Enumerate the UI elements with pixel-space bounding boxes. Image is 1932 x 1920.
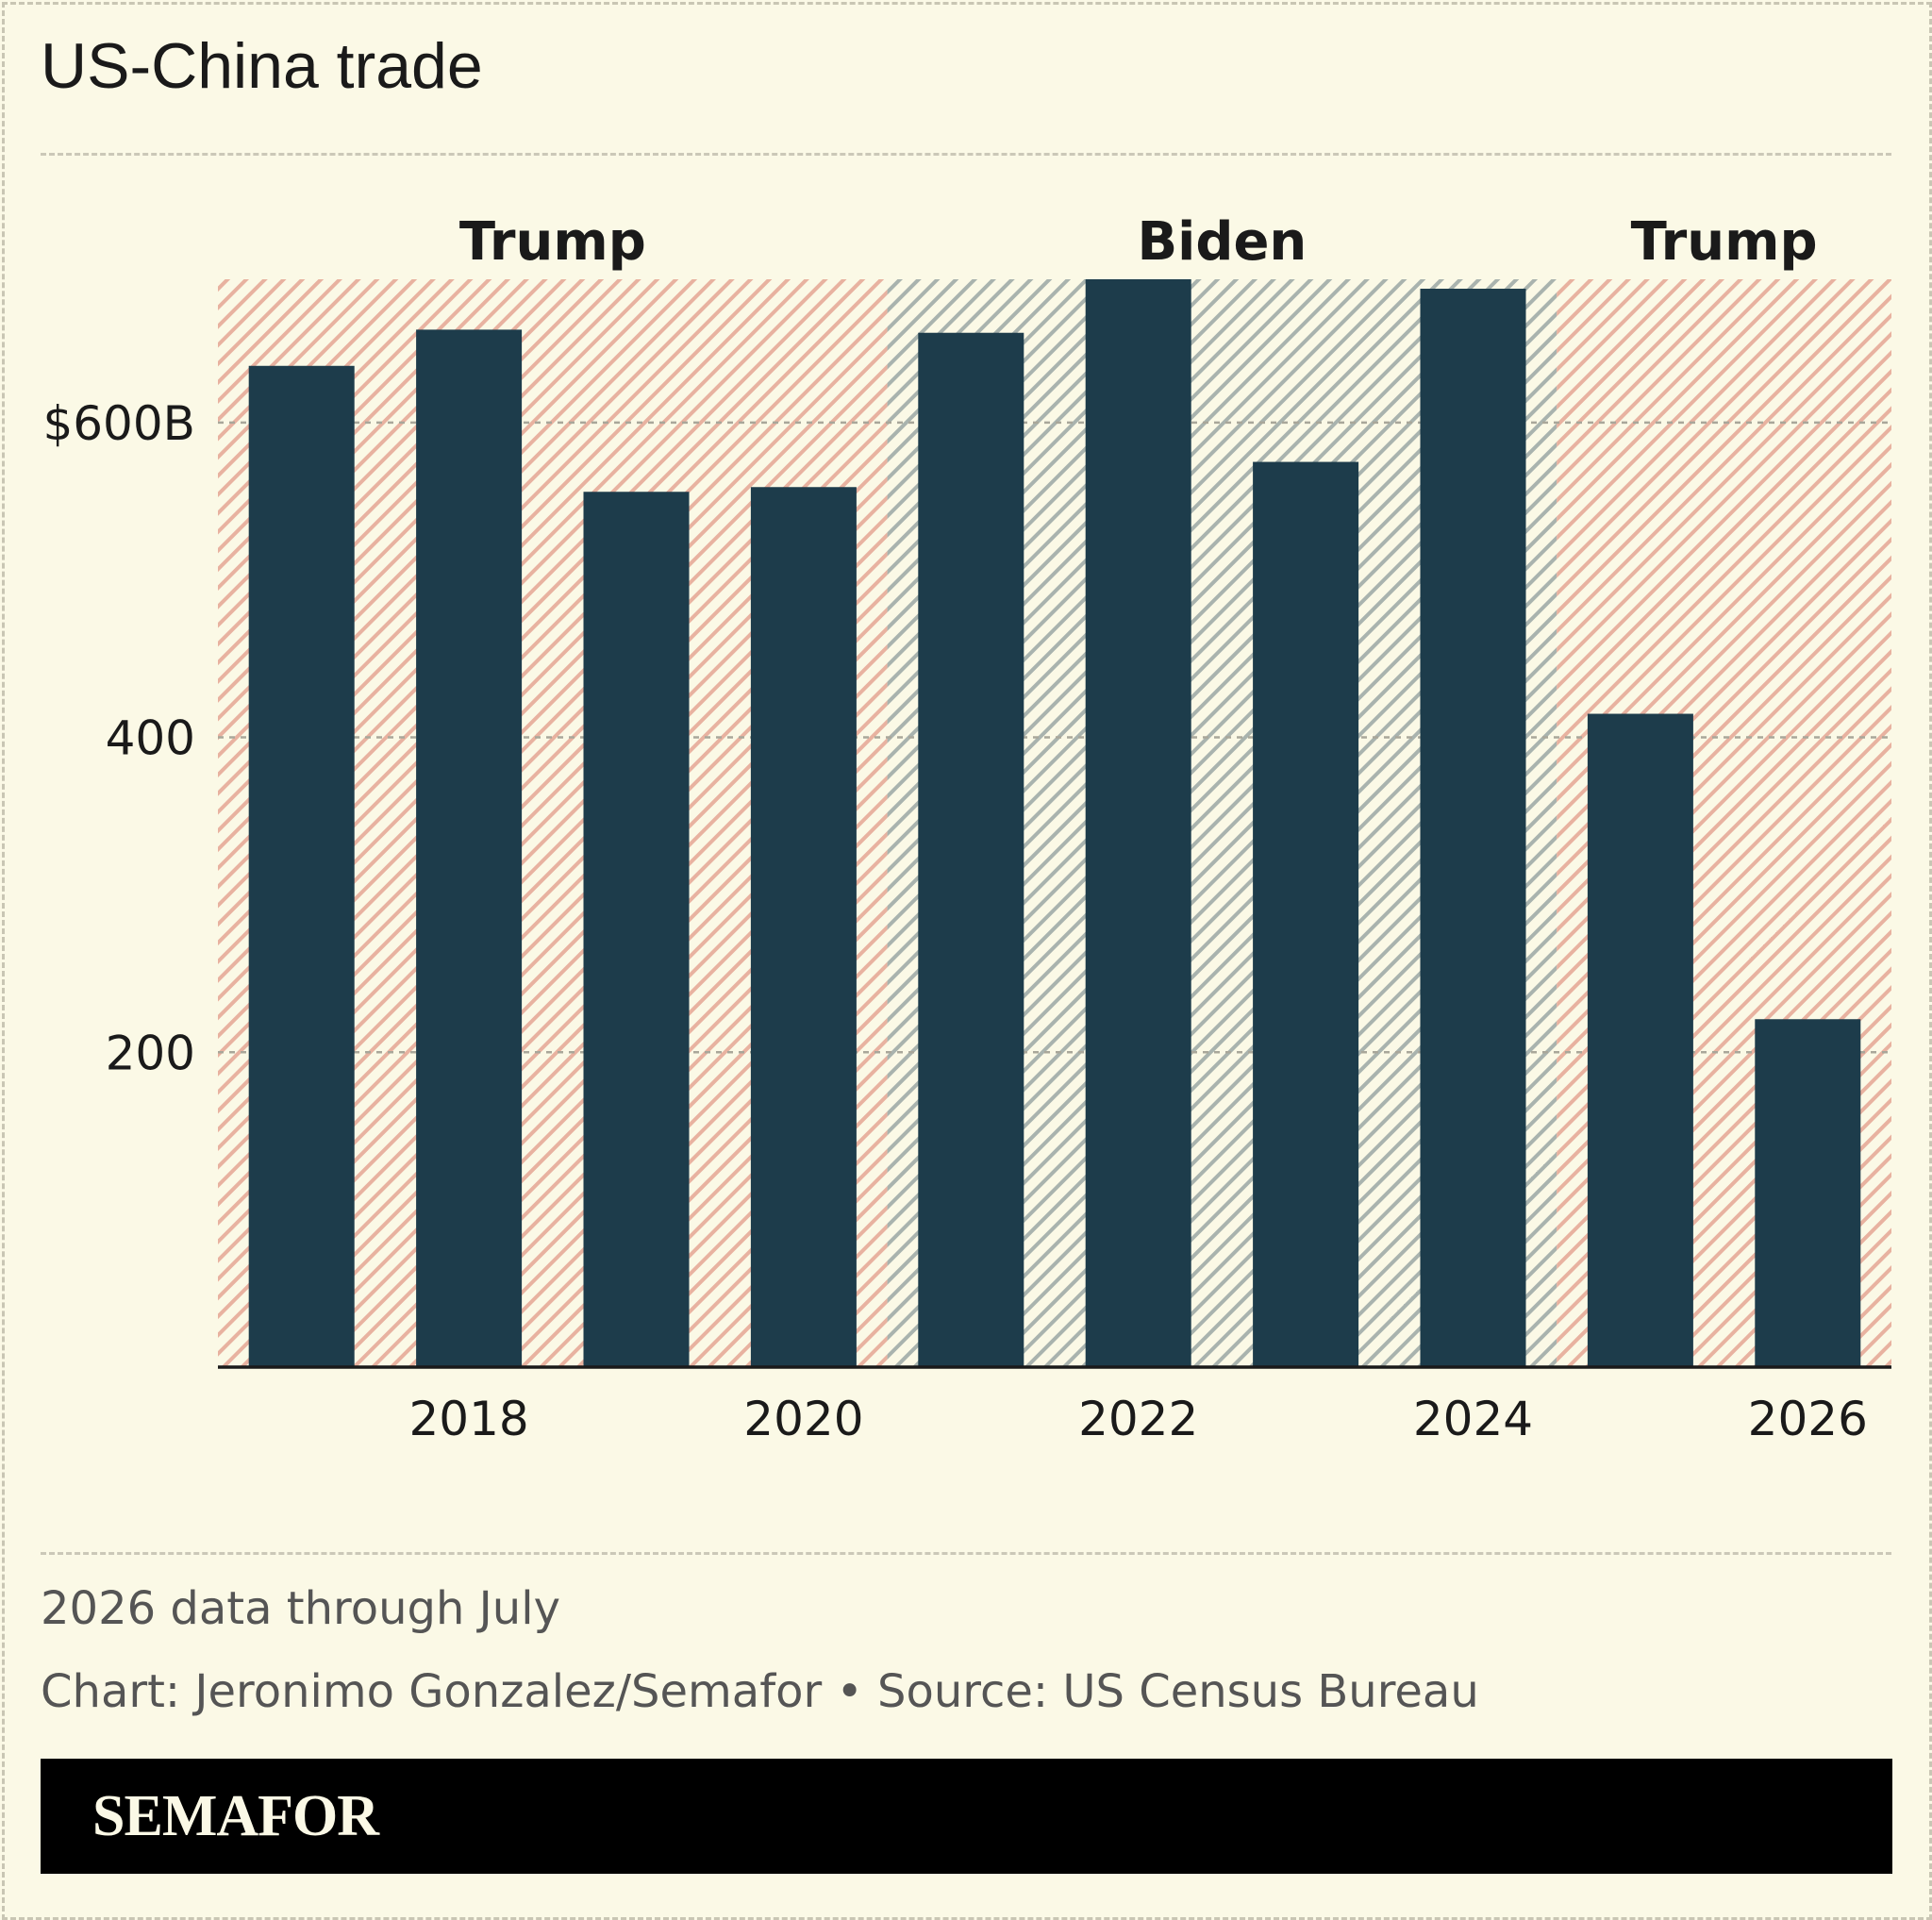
bar-2021	[918, 332, 1024, 1367]
period-label-trump-0: Trump	[459, 211, 646, 273]
x-tick-label-2026: 2026	[1748, 1392, 1868, 1446]
bottom-divider	[41, 1552, 1891, 1555]
brand-bar: SEMAFOR	[41, 1759, 1892, 1874]
bar-2023	[1253, 461, 1359, 1368]
x-tick-label-2018: 2018	[408, 1392, 528, 1446]
tick-labels: 200 400 $600B 2018 2020 2022 2024 2026	[42, 396, 1867, 1446]
x-tick-label-2024: 2024	[1413, 1392, 1533, 1446]
y-tick-label-400: 400	[106, 711, 195, 766]
x-tick-label-2022: 2022	[1078, 1392, 1198, 1446]
x-tick-label-2020: 2020	[743, 1392, 863, 1446]
bar-2017	[248, 365, 355, 1367]
bar-2024	[1420, 289, 1526, 1367]
data-note: 2026 data through July	[41, 1582, 560, 1635]
bar-2025	[1587, 713, 1693, 1367]
y-tick-label-600: $600B	[42, 396, 195, 451]
chart-title: US-China trade	[41, 30, 483, 102]
y-tick-label-200: 200	[106, 1026, 195, 1080]
bars	[248, 279, 1861, 1368]
source-credit: Chart: Jeronimo Gonzalez/Semafor • Sourc…	[41, 1665, 1479, 1718]
bar-2022	[1085, 279, 1191, 1367]
bar-2020	[750, 487, 857, 1367]
semafor-logo: SEMAFOR	[92, 1784, 379, 1848]
period-label-biden-1: Biden	[1137, 211, 1307, 273]
bar-2019	[583, 492, 690, 1367]
top-divider	[41, 153, 1891, 156]
bar-2018	[416, 329, 523, 1368]
bar-2026	[1755, 1019, 1861, 1367]
period-label-trump-2: Trump	[1631, 211, 1818, 273]
